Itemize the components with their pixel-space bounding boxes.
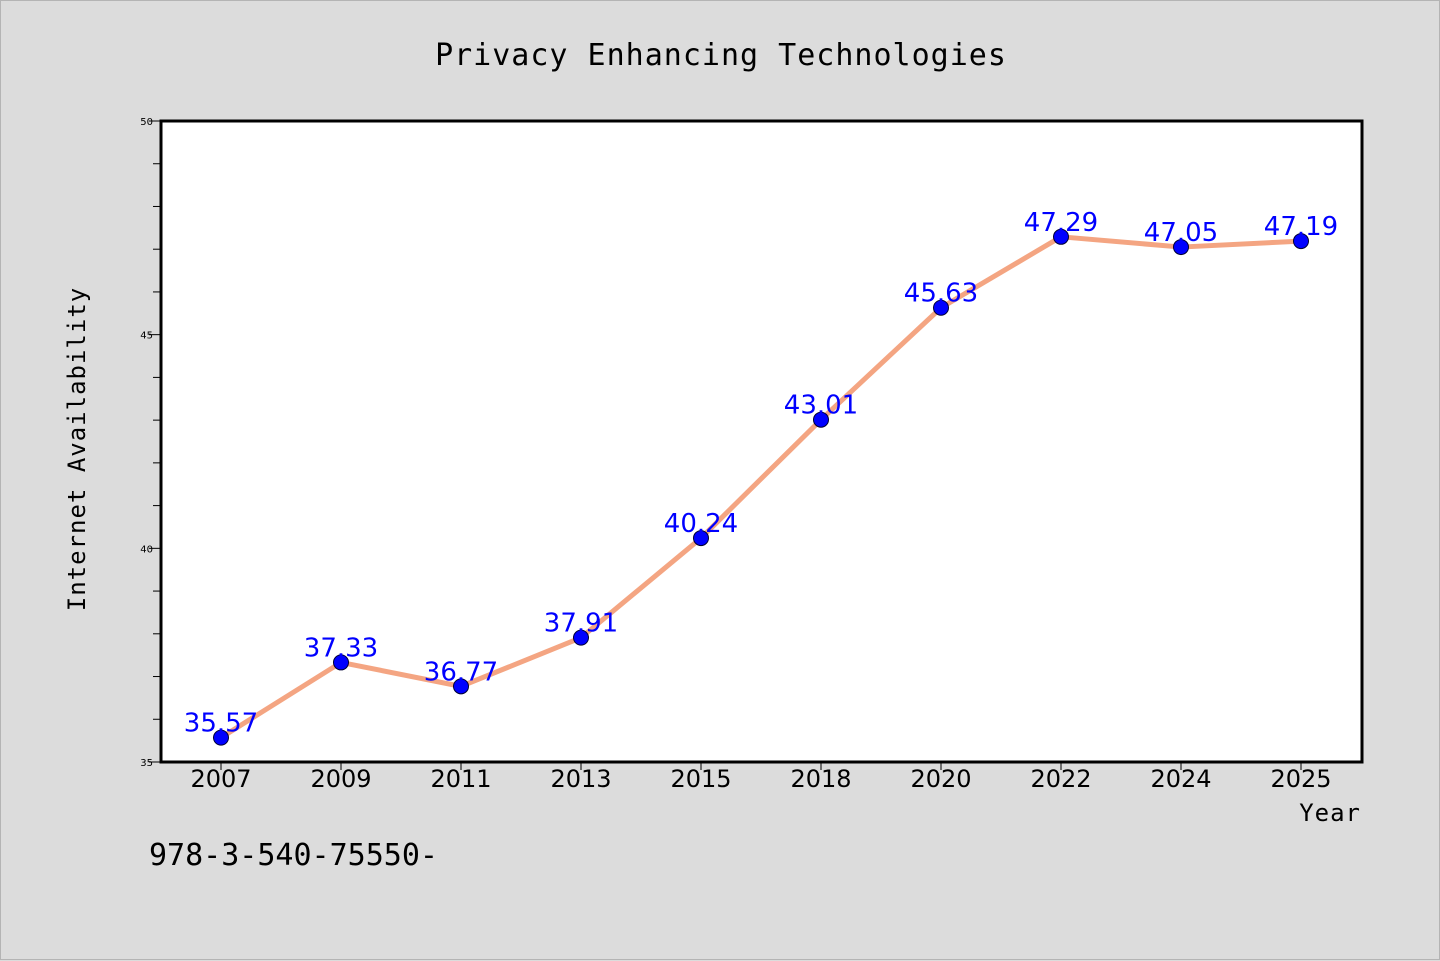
y-axis: 35 40 45 50 (140, 117, 161, 769)
data-label: 47.05 (1144, 218, 1218, 248)
data-point (333, 654, 349, 671)
data-label: 47.29 (1024, 208, 1098, 238)
data-point (213, 729, 229, 746)
data-point (933, 299, 949, 316)
x-tick-label: 2022 (1030, 765, 1091, 793)
plot-area (159, 119, 1364, 764)
x-tick-label: 2015 (670, 765, 731, 793)
footer-text: 978-3-540-75550- (149, 838, 438, 873)
y-tick-label: 45 (140, 331, 153, 342)
data-label: 37.33 (304, 633, 378, 663)
y-tick-label: 50 (140, 117, 153, 128)
x-tick-label: 2007 (190, 765, 251, 793)
x-tick-label: 2018 (790, 765, 851, 793)
data-point (453, 678, 469, 695)
x-tick-label: 2013 (550, 765, 611, 793)
data-point (1053, 228, 1069, 245)
data-point (573, 629, 589, 646)
x-tick-label: 2009 (310, 765, 371, 793)
series-line (218, 234, 1304, 741)
data-label: 43.01 (784, 391, 858, 421)
x-tick-label: 2024 (1150, 765, 1211, 793)
series-layer (213, 228, 1309, 746)
x-axis: 2007 2009 2011 2013 2015 2018 2020 2022 2024 2025 (190, 762, 1332, 793)
data-label: 40.24 (664, 509, 738, 539)
data-labels: 35.57 37.33 36.77 37.91 40.24 43.01 45.63 47.29… (184, 208, 1338, 739)
data-label: 36.77 (424, 657, 498, 687)
x-tick-label: 2020 (910, 765, 971, 793)
x-axis-label: Year (1299, 799, 1361, 827)
data-label: 35.57 (184, 709, 258, 739)
data-label: 47.19 (1264, 212, 1338, 242)
chart-title: Privacy Enhancing Technologies (435, 38, 1007, 73)
x-tick-label: 2025 (1270, 765, 1331, 793)
data-point (1293, 233, 1309, 250)
y-tick-label: 35 (140, 758, 153, 769)
x-tick-label: 2011 (430, 765, 491, 793)
data-point (1173, 239, 1189, 256)
data-label: 37.91 (544, 609, 618, 639)
data-point (813, 411, 829, 428)
y-axis-label: Internet Availability (63, 287, 91, 611)
data-point (693, 530, 709, 547)
data-label: 45.63 (904, 279, 978, 309)
y-tick-label: 40 (140, 544, 153, 555)
